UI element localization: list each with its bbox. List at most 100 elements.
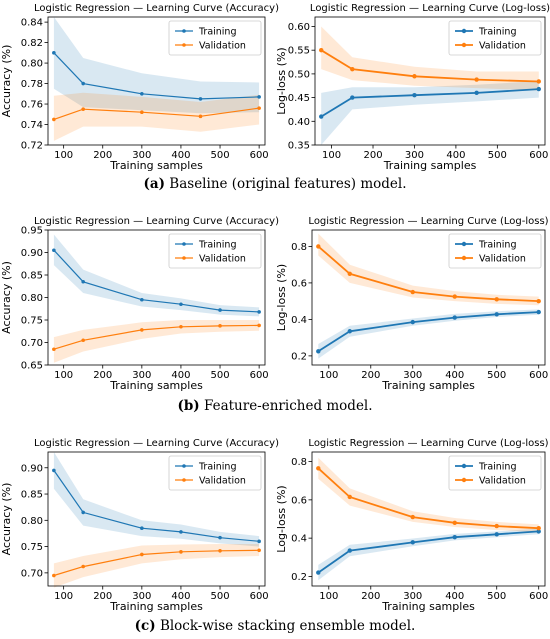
y-tick-label: 0.2 (291, 572, 307, 583)
x-axis-label: Training samples (109, 600, 203, 613)
x-tick-label: 300 (132, 591, 151, 602)
legend-label-training: Training (478, 462, 517, 473)
series-band-validation (318, 457, 539, 532)
data-point-validation (350, 66, 355, 72)
y-tick-label: 0.70 (21, 338, 43, 349)
y-tick-label: 0.76 (21, 100, 43, 111)
series-band-training (53, 17, 260, 114)
data-point-training (179, 530, 183, 534)
data-point-validation (412, 74, 417, 79)
data-point-training (257, 539, 261, 544)
chart-title: Logistic Regression — Learning Curve (Ac… (34, 3, 279, 14)
series-line-training (317, 530, 539, 574)
data-point-training (218, 308, 222, 312)
data-point-training (81, 510, 85, 515)
data-point-training (179, 302, 183, 307)
x-tick-label: 100 (319, 591, 338, 602)
x-tick-label: 300 (403, 591, 422, 602)
legend-label-validation: Validation (199, 476, 246, 487)
y-tick-label: 0.40 (288, 117, 310, 128)
x-tick-label: 200 (93, 591, 112, 602)
x-tick-label: 600 (250, 370, 269, 381)
y-tick-label: 0.55 (288, 46, 310, 57)
y-tick-label: 0.80 (21, 293, 43, 304)
chart-title: Logistic Regression — Learning Curve (Lo… (308, 438, 548, 449)
data-point-validation (218, 548, 222, 553)
data-point-validation (494, 297, 499, 302)
y-tick-label: 0.74 (21, 120, 43, 131)
data-point-validation (452, 520, 457, 526)
x-tick-label: 300 (132, 150, 151, 161)
plot-frame (311, 229, 546, 366)
x-tick-label: 500 (210, 150, 229, 161)
data-point-training (410, 540, 415, 545)
caption-b: (b) Feature-enriched model. (0, 398, 550, 414)
x-tick-label: 400 (445, 370, 464, 381)
data-point-training (316, 570, 321, 575)
x-tick-label: 300 (132, 370, 151, 381)
x-tick-label: 100 (54, 150, 73, 161)
data-point-validation (179, 550, 183, 554)
y-tick-label: 0.75 (21, 542, 43, 553)
data-point-validation (494, 523, 499, 529)
data-point-training (474, 90, 479, 96)
x-tick-label: 600 (250, 591, 269, 602)
y-axis-label: Accuracy (%) (0, 483, 13, 556)
data-point-training (140, 526, 144, 530)
y-tick-label: 0.78 (21, 79, 43, 90)
chart-c-accuracy: Logistic Regression — Learning Curve (Ac… (0, 438, 279, 613)
y-tick-label: 0.4 (291, 315, 307, 326)
x-tick-label: 500 (210, 591, 229, 602)
legend-box (168, 233, 262, 269)
data-point-validation (140, 328, 144, 332)
data-point-validation (316, 466, 321, 471)
y-tick-label: 0.2 (291, 351, 307, 362)
y-tick-label: 0.6 (291, 278, 307, 289)
x-axis-label: Training samples (109, 379, 203, 392)
legend-label-training: Training (198, 27, 237, 38)
x-tick-label: 500 (488, 150, 507, 161)
y-tick-label: 0.65 (21, 361, 43, 372)
x-tick-label: 100 (54, 591, 73, 602)
data-point-training (412, 93, 417, 98)
series-band-validation (53, 544, 260, 588)
legend-marker-validation (461, 42, 467, 48)
x-axis-label: Training samples (381, 379, 475, 392)
data-point-validation (179, 324, 183, 329)
data-point-validation (52, 347, 56, 352)
data-point-training (319, 114, 324, 119)
data-point-validation (347, 271, 352, 276)
series-line-validation (317, 245, 539, 302)
legend-box (168, 20, 262, 56)
legend-marker-validation (461, 477, 467, 483)
data-point-training (347, 548, 352, 553)
y-tick-label: 0.85 (21, 271, 43, 282)
data-point-training (347, 329, 352, 334)
x-tick-label: 500 (487, 591, 506, 602)
data-point-validation (319, 47, 324, 53)
data-point-validation (140, 110, 144, 115)
data-point-training (81, 279, 85, 284)
y-tick-label: 0.80 (21, 516, 43, 527)
x-tick-label: 400 (171, 591, 190, 602)
data-point-validation (410, 289, 415, 295)
plot-frame (47, 16, 266, 146)
y-tick-label: 0.4 (291, 534, 307, 545)
series-line-training (53, 249, 260, 313)
x-tick-label: 600 (250, 150, 269, 161)
x-tick-label: 200 (93, 150, 112, 161)
data-point-validation (536, 525, 541, 531)
caption-b-label: (b) (177, 398, 200, 414)
chart-title: Logistic Regression — Learning Curve (Ac… (34, 438, 279, 449)
data-point-training (218, 535, 222, 540)
y-tick-label: 0.45 (288, 93, 310, 104)
x-axis-label: Training samples (109, 159, 203, 172)
data-point-validation (536, 79, 541, 84)
y-tick-label: 0.82 (21, 38, 43, 49)
series-band-validation (321, 26, 539, 91)
series-line-validation (53, 549, 260, 577)
x-tick-label: 200 (93, 370, 112, 381)
series-band-validation (53, 92, 260, 141)
x-axis-label: Training samples (381, 600, 475, 613)
y-tick-label: 0.90 (21, 248, 43, 259)
